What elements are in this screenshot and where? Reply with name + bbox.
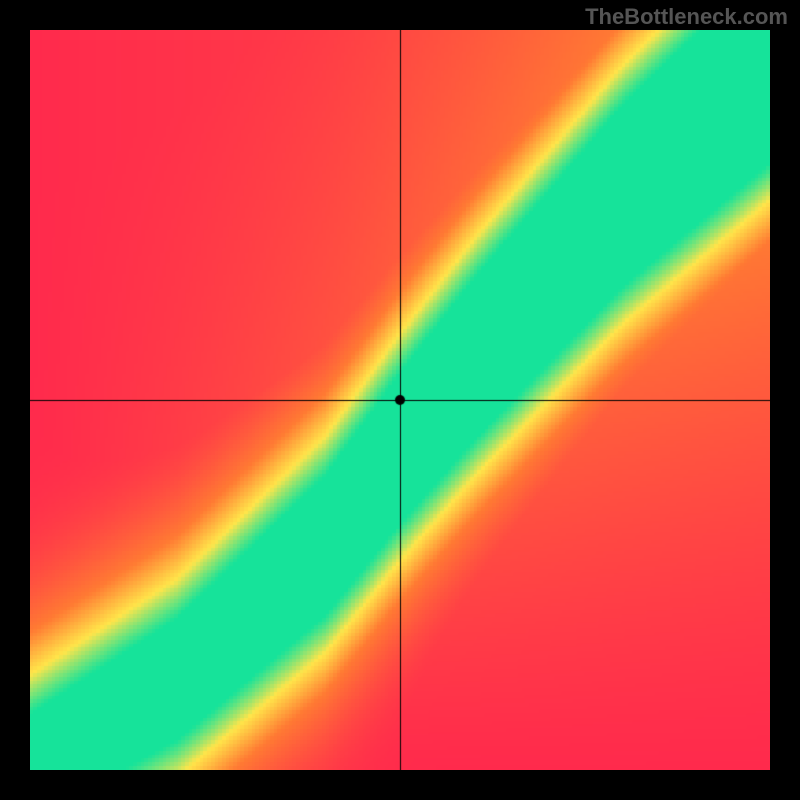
watermark-text: TheBottleneck.com [585, 4, 788, 30]
bottleneck-heatmap [30, 30, 770, 770]
heatmap-canvas [30, 30, 770, 770]
